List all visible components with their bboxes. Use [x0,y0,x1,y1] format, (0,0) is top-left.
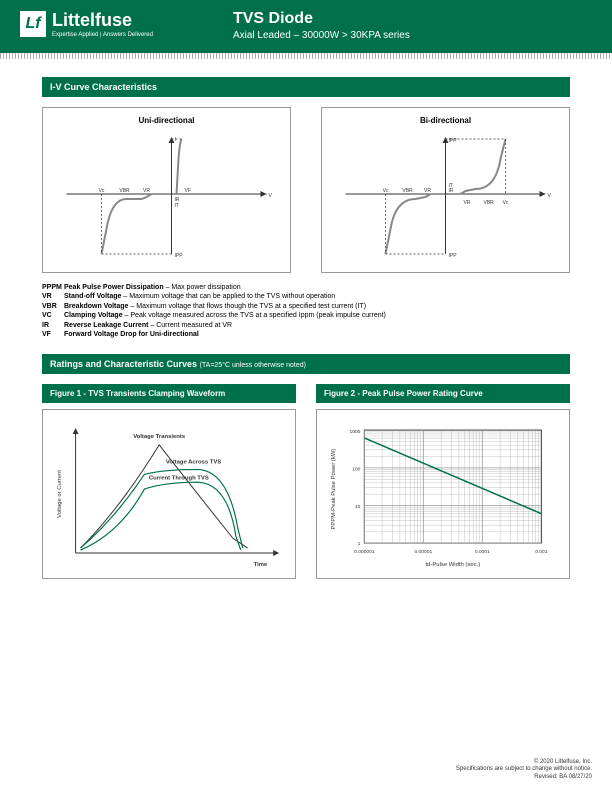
page-footer: © 2020 Littelfuse, Inc. Specifications a… [456,759,592,782]
ratings-title-text: Ratings and Characteristic Curves [50,359,197,369]
iv-uni-chart: V I Vc VBR VR VF IR IT IPP [51,129,282,259]
svg-text:V: V [548,193,552,199]
definitions-list: PPPMPeak Pulse Power Dissipation – Max p… [42,283,570,340]
divider-dots [0,53,612,59]
svg-text:Current Through TVS: Current Through TVS [149,475,209,481]
def-text: Stand-off Voltage – Maximum voltage that… [64,292,570,301]
iv-bi-chart: V Vc VBR VR VR VBR Vc IPP IT IR IPP [330,129,561,259]
svg-text:Voltage Across TVS: Voltage Across TVS [166,459,221,465]
definition-row: IRReverse Leakage Current – Current meas… [42,321,570,330]
logo: Lf Littelfuse Expertise Applied | Answer… [20,10,153,38]
def-text: Peak Pulse Power Dissipation – Max power… [64,283,570,292]
footer-disclaimer: Specifications are subject to change wit… [456,766,592,774]
definition-row: VBRBreakdown Voltage – Maximum voltage t… [42,302,570,311]
brand-tagline: Expertise Applied | Answers Delivered [52,32,153,38]
def-text: Reverse Leakage Current – Current measur… [64,321,570,330]
svg-text:Voltage or Current: Voltage or Current [57,469,63,517]
svg-text:Vc: Vc [503,200,509,206]
definition-row: VRStand-off Voltage – Maximum voltage th… [42,292,570,301]
svg-text:0.00001: 0.00001 [414,549,432,555]
svg-text:Vc: Vc [99,188,105,194]
iv-bi-title: Bi-directional [330,116,561,125]
footer-revision: Revised: BA 08/27/20 [456,774,592,782]
iv-uni-card: Uni-directional V I Vc VBR VR VF IR IT I [42,107,291,273]
svg-text:VR: VR [464,200,471,206]
page-subtitle: Axial Leaded – 30000W > 30KPA series [233,30,410,41]
def-symbol: VF [42,330,64,339]
svg-text:IT: IT [175,203,179,209]
svg-text:PPPM-Peak Pulse Power (kW): PPPM-Peak Pulse Power (kW) [331,448,337,529]
page-title: TVS Diode [233,10,410,28]
figure-2-title: Figure 2 - Peak Pulse Power Rating Curve [316,384,570,403]
header-title-block: TVS Diode Axial Leaded – 30000W > 30KPA … [233,10,410,41]
svg-text:VBR: VBR [484,200,495,206]
brand-name: Littelfuse [52,10,153,31]
figure-2-col: Figure 2 - Peak Pulse Power Rating Curve… [316,384,570,579]
page-header: Lf Littelfuse Expertise Applied | Answer… [0,0,612,53]
definition-row: VCClamping Voltage – Peak voltage measur… [42,311,570,320]
svg-text:I: I [175,137,176,143]
figure-1-title: Figure 1 - TVS Transients Clamping Wavef… [42,384,296,403]
svg-text:td-Pulse Width (sec.): td-Pulse Width (sec.) [425,561,480,567]
svg-text:IR: IR [449,188,454,194]
svg-text:VBR: VBR [119,188,130,194]
svg-text:IPP: IPP [449,253,458,259]
ratings-note: (TA=25°C unless otherwise noted) [200,362,306,369]
svg-text:Time: Time [254,561,268,567]
def-symbol: VBR [42,302,64,311]
svg-text:100: 100 [352,466,360,472]
iv-bi-card: Bi-directional V Vc VBR VR VR VBR Vc IP [321,107,570,273]
def-text: Clamping Voltage – Peak voltage measured… [64,311,570,320]
svg-text:VR: VR [424,188,431,194]
def-text: Breakdown Voltage – Maximum voltage that… [64,302,570,311]
svg-text:0.000001: 0.000001 [354,549,375,555]
section-ratings-title: Ratings and Characteristic Curves (TA=25… [42,354,570,374]
def-text: Forward Voltage Drop for Uni-directional [64,330,570,339]
logo-icon: Lf [20,11,46,37]
svg-text:Vc: Vc [383,188,389,194]
def-symbol: PPPM [42,283,64,292]
figure-1-col: Figure 1 - TVS Transients Clamping Wavef… [42,384,296,579]
def-symbol: IR [42,321,64,330]
def-symbol: VR [42,292,64,301]
svg-text:Voltage Transients: Voltage Transients [133,434,186,440]
footer-copyright: © 2020 Littelfuse, Inc. [456,759,592,767]
svg-text:0.001: 0.001 [535,549,548,555]
svg-text:1: 1 [358,541,361,547]
definition-row: PPPMPeak Pulse Power Dissipation – Max p… [42,283,570,292]
iv-curves-row: Uni-directional V I Vc VBR VR VF IR IT I [42,107,570,273]
figure-1-chart: Voltage or Current Time Voltage Transien… [42,409,296,579]
svg-text:0.0001: 0.0001 [475,549,490,555]
figure-2-chart: PPPM-Peak Pulse Power (kW) td-Pulse Widt… [316,409,570,579]
definition-row: VFForward Voltage Drop for Uni-direction… [42,330,570,339]
svg-text:VR: VR [143,188,150,194]
def-symbol: VC [42,311,64,320]
svg-text:IPP: IPP [175,253,184,259]
svg-text:1000: 1000 [349,429,360,435]
svg-text:VBR: VBR [402,188,413,194]
section-iv-title: I-V Curve Characteristics [42,77,570,97]
iv-uni-title: Uni-directional [51,116,282,125]
svg-text:10: 10 [355,503,361,509]
svg-text:VF: VF [185,188,191,194]
svg-text:IPP: IPP [449,138,458,144]
svg-text:V: V [269,193,273,199]
figures-row: Figure 1 - TVS Transients Clamping Wavef… [42,384,570,579]
